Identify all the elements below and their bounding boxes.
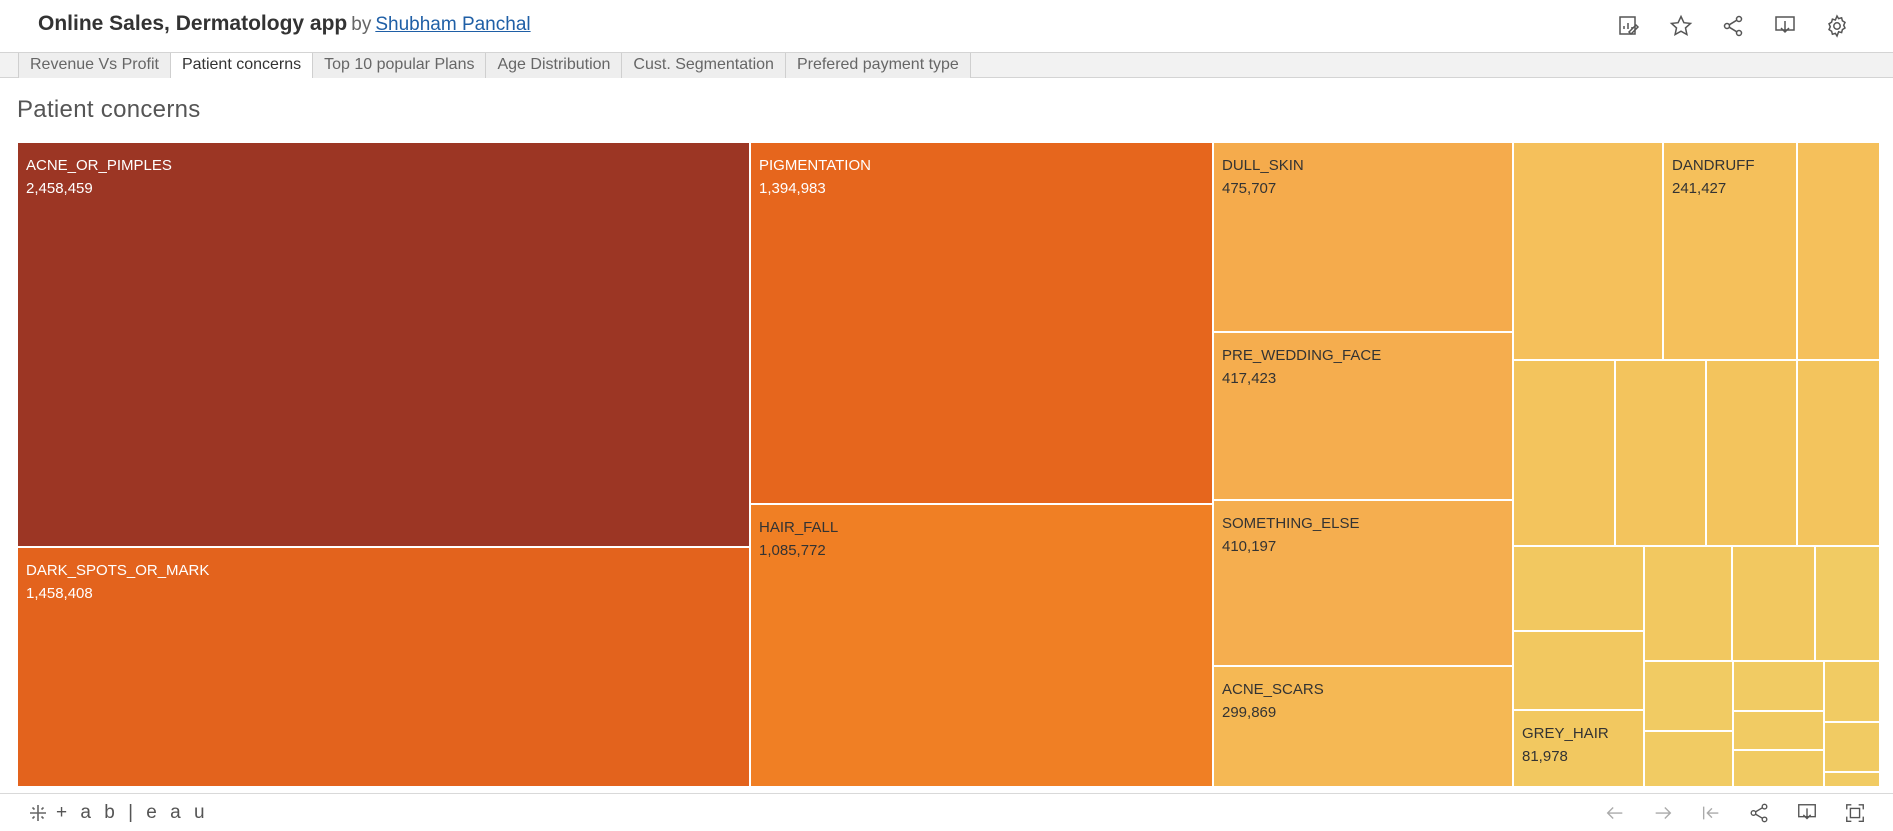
treemap-tile-label: DULL_SKIN 475,707: [1222, 154, 1304, 200]
tab-patient-concerns[interactable]: Patient concerns: [170, 53, 314, 78]
workbook-title-text: Online Sales, Dermatology app: [38, 12, 348, 35]
treemap-tile-unlabeled[interactable]: [1513, 631, 1644, 710]
treemap-tile-unlabeled[interactable]: [1733, 711, 1824, 750]
sheet-tabs: Revenue Vs Profit Patient concerns Top 1…: [18, 53, 971, 78]
sheet-title: Patient concerns: [17, 96, 201, 123]
treemap-tile-name: PIGMENTATION: [759, 157, 871, 174]
treemap-tile-unlabeled[interactable]: [1815, 546, 1880, 661]
treemap-tile-name: ACNE_SCARS: [1222, 681, 1324, 698]
treemap-tile-value: 417,423: [1222, 370, 1277, 387]
treemap-tile-label: ACNE_OR_PIMPLES 2,458,459: [26, 154, 172, 200]
treemap-tile-unlabeled[interactable]: [1733, 661, 1824, 711]
tableau-cross-icon: [30, 805, 46, 821]
treemap-tile-label: PRE_WEDDING_FACE 417,423: [1222, 344, 1381, 390]
treemap-tile-pre-wedding-face[interactable]: PRE_WEDDING_FACE 417,423: [1213, 332, 1513, 500]
treemap-tile-value: 1,085,772: [759, 542, 826, 559]
treemap-tile-label: HAIR_FALL 1,085,772: [759, 516, 838, 562]
gear-icon[interactable]: [1811, 12, 1863, 40]
treemap-tile-label: DANDRUFF 241,427: [1672, 154, 1755, 200]
header: Online Sales, Dermatology app by Shubham P…: [0, 0, 1893, 52]
star-icon[interactable]: [1655, 12, 1707, 40]
treemap-tile-label: ACNE_SCARS 299,869: [1222, 678, 1324, 724]
treemap-tile-unlabeled[interactable]: [1513, 546, 1644, 631]
treemap-tile-unlabeled[interactable]: [1615, 360, 1706, 546]
treemap-tile-label: GREY_HAIR 81,978: [1522, 722, 1609, 768]
treemap-tile-name: ACNE_OR_PIMPLES: [26, 157, 172, 174]
treemap-tile-acne-or-pimples[interactable]: ACNE_OR_PIMPLES 2,458,459: [17, 142, 750, 547]
treemap-tile-unlabeled[interactable]: [1733, 750, 1824, 787]
download-icon[interactable]: [1783, 800, 1831, 826]
treemap-tile-value: 1,394,983: [759, 180, 826, 197]
treemap-tile-grey-hair[interactable]: GREY_HAIR 81,978: [1513, 710, 1644, 787]
treemap-tile-acne-scars[interactable]: ACNE_SCARS 299,869: [1213, 666, 1513, 787]
treemap-tile-label: PIGMENTATION 1,394,983: [759, 154, 871, 200]
footer-nav: [1591, 800, 1879, 826]
download-icon[interactable]: [1759, 12, 1811, 40]
treemap-tile-unlabeled[interactable]: [1797, 360, 1880, 546]
treemap-tile-unlabeled[interactable]: [1797, 142, 1880, 360]
by-label: by: [351, 14, 372, 35]
tableau-logo: + a b | e a u: [28, 802, 209, 824]
treemap-tile-hair-fall[interactable]: HAIR_FALL 1,085,772: [750, 504, 1213, 787]
treemap-tile-dandruff[interactable]: DANDRUFF 241,427: [1663, 142, 1797, 360]
treemap-tile-name: DANDRUFF: [1672, 157, 1755, 174]
treemap-tile-unlabeled[interactable]: [1824, 722, 1880, 772]
undo-icon[interactable]: [1591, 800, 1639, 826]
treemap-tile-unlabeled[interactable]: [1513, 360, 1615, 546]
share-icon[interactable]: [1735, 800, 1783, 826]
footer-toolbar: + a b | e a u: [0, 793, 1893, 831]
treemap-tile-name: HAIR_FALL: [759, 519, 839, 536]
treemap-tile-dark-spots-or-mark[interactable]: DARK_SPOTS_OR_MARK 1,458,408: [17, 547, 750, 787]
tab-prefered-payment-type[interactable]: Prefered payment type: [785, 53, 971, 78]
tab-cust-segmentation[interactable]: Cust. Segmentation: [622, 53, 786, 78]
header-toolbar: [1603, 12, 1863, 40]
revert-icon[interactable]: [1687, 800, 1735, 826]
treemap-tile-pigmentation[interactable]: PIGMENTATION 1,394,983: [750, 142, 1213, 504]
sheet-tab-bar: Revenue Vs Profit Patient concerns Top 1…: [0, 52, 1893, 78]
treemap-tile-unlabeled[interactable]: [1644, 731, 1733, 787]
treemap-tile-name: DULL_SKIN: [1222, 157, 1304, 174]
treemap-tile-label: DARK_SPOTS_OR_MARK 1,458,408: [26, 559, 209, 605]
treemap-tile-name: PRE_WEDDING_FACE: [1222, 347, 1382, 364]
treemap-tile-value: 81,978: [1522, 748, 1568, 765]
treemap-tile-label: SOMETHING_ELSE 410,197: [1222, 512, 1360, 558]
tab-top-10-popular-plans[interactable]: Top 10 popular Plans: [313, 53, 487, 78]
treemap-tile-unlabeled[interactable]: [1706, 360, 1797, 546]
treemap-tile-name: GREY_HAIR: [1522, 725, 1609, 742]
treemap-tile-unlabeled[interactable]: [1513, 142, 1663, 360]
treemap-chart: ACNE_OR_PIMPLES 2,458,459 DARK_SPOTS_OR_MA…: [17, 142, 1880, 787]
treemap-tile-value: 241,427: [1672, 180, 1727, 197]
fullscreen-icon[interactable]: [1831, 800, 1879, 826]
treemap-tile-value: 299,869: [1222, 704, 1277, 721]
share-icon[interactable]: [1707, 12, 1759, 40]
treemap-tile-value: 1,458,408: [26, 585, 93, 602]
treemap-tile-value: 475,707: [1222, 180, 1277, 197]
treemap-tile-unlabeled[interactable]: [1824, 661, 1880, 722]
treemap-tile-unlabeled[interactable]: [1824, 772, 1880, 787]
treemap-tile-unlabeled[interactable]: [1732, 546, 1815, 661]
author-link[interactable]: Shubham Panchal: [375, 14, 531, 35]
treemap-tile-dull-skin[interactable]: DULL_SKIN 475,707: [1213, 142, 1513, 332]
treemap-tile-value: 2,458,459: [26, 180, 93, 197]
redo-icon[interactable]: [1639, 800, 1687, 826]
treemap-tile-something-else[interactable]: SOMETHING_ELSE 410,197: [1213, 500, 1513, 666]
treemap-tile-name: SOMETHING_ELSE: [1222, 515, 1360, 532]
treemap-tile-name: DARK_SPOTS_OR_MARK: [26, 562, 210, 579]
workbook-title: Online Sales, Dermatology app by Shubham P…: [38, 12, 531, 36]
treemap-tile-unlabeled[interactable]: [1644, 546, 1732, 661]
tab-age-distribution[interactable]: Age Distribution: [486, 53, 623, 78]
tab-revenue-vs-profit[interactable]: Revenue Vs Profit: [18, 53, 171, 78]
edit-icon[interactable]: [1603, 12, 1655, 40]
tableau-wordmark: + a b | e a u: [56, 802, 209, 823]
treemap-tile-unlabeled[interactable]: [1644, 661, 1733, 731]
treemap-tile-value: 410,197: [1222, 538, 1277, 555]
